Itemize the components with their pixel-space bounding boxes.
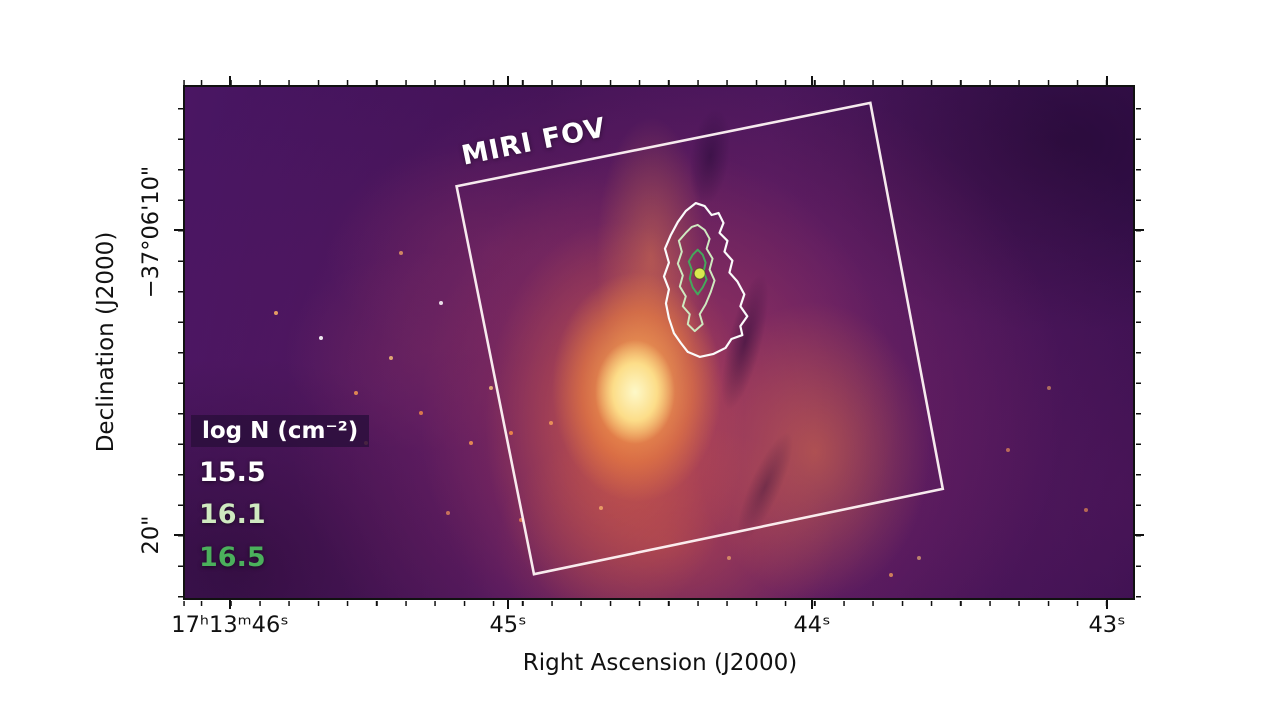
legend-title: log N (cm⁻²)	[191, 415, 370, 447]
contour-15-5	[662, 201, 749, 358]
x-tick-label-45s: 45ˢ	[489, 612, 527, 638]
y-axis-label: Declination (J2000)	[93, 231, 119, 453]
x-tick-label-46s: 17ʰ13ᵐ46ˢ	[171, 612, 289, 638]
contour-legend: log N (cm⁻²) 15.5 16.1 16.5	[191, 415, 370, 574]
y-tick-label-20arcsec: 20"	[138, 515, 164, 555]
contour-16-5	[687, 248, 708, 296]
minor-ticks-bottom	[183, 601, 1135, 606]
legend-entry-16-5: 16.5	[199, 541, 266, 573]
legend-entry-15-5: 15.5	[199, 457, 266, 488]
contour-16-1	[676, 223, 716, 333]
nebula-image	[185, 87, 1133, 598]
minor-ticks-right	[1136, 85, 1141, 600]
x-axis-label: Right Ascension (J2000)	[522, 650, 798, 676]
y-tick-label-10arcsec: −37°06'10"	[138, 165, 164, 299]
center-marker	[693, 267, 706, 280]
x-tick-label-43s: 43ˢ	[1088, 612, 1126, 638]
plot-area: MIRI FOV log N (cm⁻²) 15.5 16.1 16.5	[183, 85, 1135, 600]
contour-overlay	[455, 101, 945, 576]
legend-entry-16-1: 16.1	[199, 499, 266, 531]
miri-fov-rect	[455, 101, 945, 576]
x-tick-label-44s: 44ˢ	[793, 612, 831, 638]
